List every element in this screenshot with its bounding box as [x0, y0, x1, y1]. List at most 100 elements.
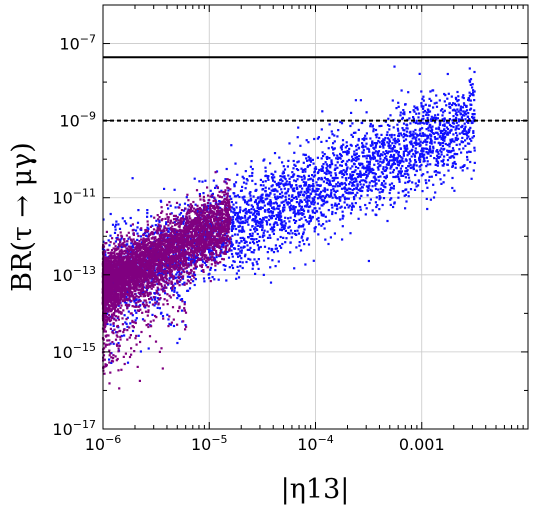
scatter-point-series-1 [136, 238, 139, 241]
scatter-point-series-2 [106, 248, 109, 251]
scatter-point-series-2 [185, 226, 188, 229]
scatter-point-series-1 [442, 141, 445, 144]
scatter-point-series-1 [418, 142, 421, 145]
scatter-point-series-1 [212, 179, 215, 182]
scatter-point-series-1 [389, 171, 392, 174]
scatter-point-series-1 [466, 120, 469, 123]
scatter-point-series-1 [173, 289, 176, 292]
scatter-point-series-1 [388, 191, 391, 195]
scatter-point-series-1 [271, 177, 274, 180]
scatter-point-series-1 [255, 220, 258, 223]
scatter-point-series-1 [264, 198, 267, 201]
scatter-point-series-1 [445, 104, 448, 107]
scatter-point-series-1 [277, 260, 280, 263]
scatter-point-series-1 [326, 200, 329, 203]
scatter-point-series-1 [381, 172, 385, 175]
scatter-point-series-1 [434, 137, 437, 141]
scatter-point-series-1 [432, 196, 436, 199]
scatter-point-series-1 [458, 143, 461, 146]
scatter-point-series-1 [449, 156, 452, 159]
scatter-point-series-2 [167, 224, 170, 227]
scatter-point-series-1 [225, 167, 228, 171]
scatter-point-series-1 [289, 209, 292, 212]
scatter-point-series-1 [298, 241, 301, 244]
scatter-point-series-1 [427, 108, 430, 111]
scatter-point-series-2 [176, 216, 179, 219]
scatter-point-series-2 [177, 219, 180, 222]
scatter-point-series-2 [200, 204, 204, 207]
scatter-point-series-1 [443, 174, 446, 177]
scatter-point-series-1 [405, 133, 408, 136]
scatter-point-series-1 [245, 202, 249, 205]
scatter-point-series-1 [454, 104, 457, 107]
scatter-point-series-1 [282, 236, 285, 239]
scatter-point-series-2 [219, 250, 222, 253]
scatter-point-series-1 [372, 180, 375, 183]
scatter-point-series-1 [437, 152, 440, 155]
scatter-point-series-1 [244, 170, 247, 173]
scatter-point-series-1 [419, 127, 422, 130]
scatter-point-series-1 [150, 280, 153, 283]
scatter-point-series-1 [390, 136, 393, 139]
scatter-point-series-1 [184, 240, 187, 243]
scatter-point-series-1 [126, 361, 130, 364]
scatter-point-series-1 [437, 113, 440, 116]
scatter-point-series-1 [450, 95, 453, 98]
scatter-point-series-1 [393, 137, 397, 140]
scatter-point-series-1 [333, 154, 336, 157]
scatter-point-series-1 [435, 94, 438, 97]
scatter-point-series-1 [354, 156, 357, 160]
scatter-point-series-1 [383, 152, 386, 156]
scatter-point-series-1 [278, 185, 281, 189]
scatter-point-series-1 [429, 163, 432, 166]
scatter-point-series-1 [354, 154, 357, 157]
scatter-point-series-1 [472, 131, 475, 134]
scatter-point-series-1 [419, 154, 422, 157]
scatter-point-series-1 [359, 208, 362, 211]
scatter-point-series-2 [120, 248, 123, 251]
scatter-point-series-1 [284, 177, 287, 181]
scatter-point-series-1 [331, 163, 334, 166]
scatter-point-series-1 [405, 167, 408, 170]
scatter-point-series-1 [327, 183, 330, 186]
scatter-point-series-1 [459, 118, 462, 121]
scatter-point-series-1 [233, 192, 236, 195]
scatter-point-series-1 [439, 109, 443, 112]
scatter-point-series-1 [242, 246, 245, 249]
scatter-point-series-1 [274, 221, 277, 224]
scatter-point-series-1 [280, 215, 283, 218]
scatter-point-series-1 [202, 260, 205, 263]
scatter-point-series-1 [471, 83, 474, 86]
scatter-point-series-1 [203, 280, 206, 283]
scatter-point-series-2 [224, 248, 227, 251]
scatter-point-series-1 [280, 182, 283, 185]
scatter-point-series-2 [131, 223, 134, 226]
scatter-point-series-2 [108, 320, 111, 323]
scatter-point-series-1 [180, 271, 183, 274]
scatter-point-series-1 [227, 256, 231, 259]
scatter-point-series-1 [283, 203, 286, 206]
scatter-point-series-1 [430, 135, 433, 138]
scatter-point-series-1 [274, 197, 277, 200]
scatter-point-series-1 [422, 95, 425, 98]
scatter-point-series-1 [265, 220, 268, 223]
scatter-point-series-1 [386, 152, 389, 155]
scatter-point-series-1 [245, 178, 248, 181]
scatter-point-series-1 [146, 235, 149, 238]
scatter-point-series-1 [320, 224, 323, 227]
scatter-point-series-1 [366, 147, 369, 150]
scatter-point-series-1 [328, 157, 331, 160]
scatter-point-series-1 [308, 164, 312, 167]
scatter-point-series-1 [414, 128, 417, 132]
scatter-point-series-2 [106, 343, 109, 346]
scatter-point-series-2 [215, 253, 218, 256]
scatter-point-series-1 [192, 272, 195, 275]
scatter-point-series-1 [440, 147, 443, 150]
scatter-point-series-1 [249, 191, 252, 194]
scatter-point-series-1 [372, 155, 375, 158]
scatter-point-series-1 [453, 189, 456, 192]
scatter-point-series-2 [216, 186, 219, 189]
scatter-point-series-1 [378, 198, 381, 201]
scatter-point-series-1 [378, 136, 381, 140]
scatter-point-series-1 [353, 184, 356, 187]
